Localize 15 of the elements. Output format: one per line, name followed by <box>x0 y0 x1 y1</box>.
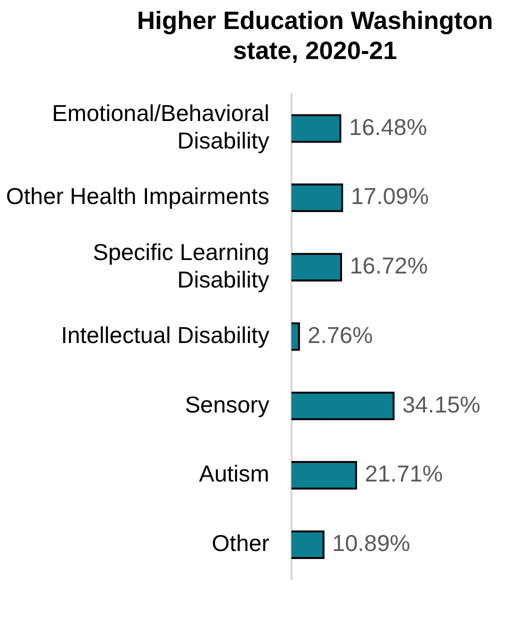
y-tick-label: Emotional/Behavioral Disability <box>52 100 270 154</box>
data-label: 2.76% <box>308 322 373 348</box>
data-label: 21.71% <box>364 460 443 487</box>
y-tick-label: Autism <box>199 460 270 487</box>
data-label: 17.09% <box>350 183 429 210</box>
y-tick-label: Other Health Impairments <box>6 183 270 210</box>
data-label: 16.72% <box>350 252 428 279</box>
y-tick-label: Other <box>212 530 270 556</box>
y-tick-label: Sensory <box>184 391 270 418</box>
data-label: 34.15% <box>402 391 480 418</box>
chart-title: Higher Education Washington state, 2020-21 <box>136 6 494 66</box>
data-label: 16.48% <box>349 114 428 140</box>
y-tick-label: Specific Learning Disability <box>92 238 270 292</box>
y-tick-label: Intellectual Disability <box>60 322 270 348</box>
data-label: 10.89% <box>332 530 410 556</box>
